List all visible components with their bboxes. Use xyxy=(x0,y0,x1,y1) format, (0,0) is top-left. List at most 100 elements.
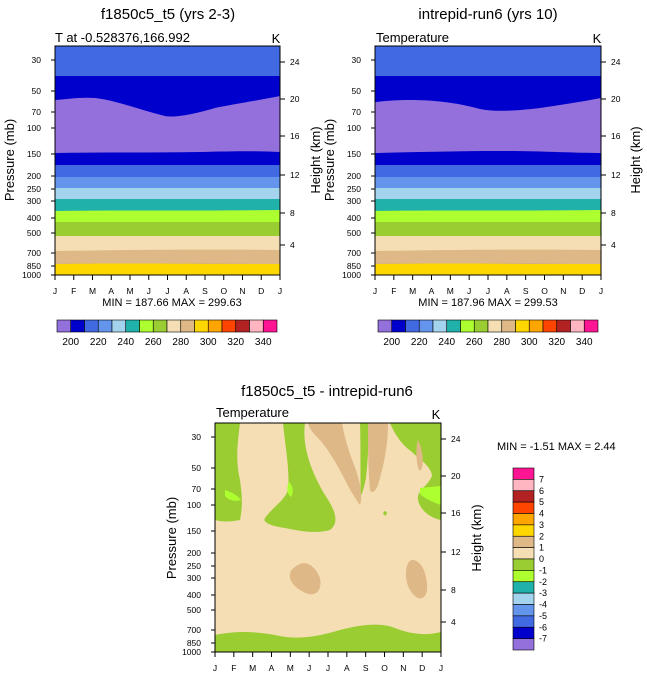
colorbar-swatch xyxy=(583,319,599,333)
month-tick-label: J xyxy=(307,663,311,673)
month-tick-label: S xyxy=(523,286,529,296)
height-tick-label: 8 xyxy=(451,585,456,595)
month-tick-label: J xyxy=(439,663,443,673)
colorbar-swatch xyxy=(512,513,535,526)
month-tick-label: J xyxy=(486,286,490,296)
panel-2-contours xyxy=(375,46,601,275)
month-tick-label: D xyxy=(258,286,264,296)
colorbar-label: 320 xyxy=(548,337,565,348)
colorbar-swatch xyxy=(235,319,250,333)
colorbar-swatch xyxy=(460,319,475,333)
colorbar-label: 300 xyxy=(521,337,538,348)
panel-2-left-label: Temperature xyxy=(376,30,449,45)
colorbar-swatch xyxy=(56,319,72,333)
colorbar-label: 260 xyxy=(466,337,483,348)
colorbar-swatch xyxy=(512,535,535,548)
month-tick-label: O xyxy=(541,286,548,296)
month-tick-label: N xyxy=(560,286,566,296)
colorbar-label: 240 xyxy=(438,337,455,348)
pressure-tick-label: 300 xyxy=(187,573,201,583)
height-tick-label: 20 xyxy=(290,94,300,104)
height-tick-label: 16 xyxy=(451,508,461,518)
pressure-tick-label: 700 xyxy=(347,248,361,258)
colorbar-label: 0 xyxy=(539,554,544,564)
colorbar-swatch xyxy=(512,558,535,571)
month-tick-label: F xyxy=(391,286,396,296)
month-tick-label: F xyxy=(231,663,236,673)
region-green-left xyxy=(215,423,242,522)
colorbar-swatch xyxy=(207,319,223,333)
band-royalblue-top xyxy=(55,46,280,76)
pressure-tick-label: 200 xyxy=(27,171,41,181)
colorbar-label: 300 xyxy=(200,337,217,348)
month-tick-label: M xyxy=(409,286,416,296)
height-tick-label: 20 xyxy=(611,94,621,104)
month-tick-label: D xyxy=(419,663,425,673)
band-cornflower xyxy=(375,177,601,189)
colorbar-label: -2 xyxy=(539,577,547,587)
panel-2: intrepid-run6 (yrs 10) Temperature K 30 5… xyxy=(322,6,643,348)
band-lightblue xyxy=(375,188,601,200)
colorbar-swatch xyxy=(512,479,535,492)
pressure-tick-label: 250 xyxy=(347,184,361,194)
height-tick-label: 24 xyxy=(451,434,461,444)
pressure-tick-label: 150 xyxy=(347,149,361,159)
region-lightgreen-1 xyxy=(287,482,293,497)
region-lightgreen-right xyxy=(420,486,441,505)
pressure-tick-label: 250 xyxy=(27,184,41,194)
colorbar-label: 4 xyxy=(539,509,544,519)
band-darkblue-lower xyxy=(375,151,601,166)
colorbar-label: 2 xyxy=(539,531,544,541)
colorbar-swatch xyxy=(194,319,209,333)
pressure-tick-label: 700 xyxy=(187,625,201,635)
month-tick-label: S xyxy=(363,663,369,673)
pressure-tick-label: 150 xyxy=(27,149,41,159)
month-tick-label: A xyxy=(429,286,435,296)
colorbar-swatch xyxy=(391,319,406,333)
colorbar-label: 6 xyxy=(539,486,544,496)
month-tick-label: N xyxy=(400,663,406,673)
month-tick-label: O xyxy=(220,286,227,296)
panel-2-ylabel-right: Height (km) xyxy=(628,126,643,193)
pressure-tick-label: 300 xyxy=(27,196,41,206)
month-tick-label: M xyxy=(126,286,133,296)
height-tick-label: 24 xyxy=(611,57,621,67)
pressure-tick-label: 50 xyxy=(352,86,362,96)
pressure-tick-label: 30 xyxy=(192,432,202,442)
colorbar-label: 220 xyxy=(411,337,428,348)
band-darkblue-lower xyxy=(55,151,280,166)
band-cornflower xyxy=(55,177,280,189)
height-tick-label: 20 xyxy=(451,471,461,481)
colorbar-swatch xyxy=(512,615,535,628)
pressure-tick-label: 200 xyxy=(347,171,361,181)
pressure-tick-label: 700 xyxy=(27,248,41,258)
region-tan-mid-left xyxy=(289,563,321,595)
colorbar-swatch xyxy=(501,319,516,333)
band-teal xyxy=(375,199,601,212)
pressure-tick-label: 50 xyxy=(192,463,202,473)
month-tick-label: M xyxy=(89,286,96,296)
month-tick-label: M xyxy=(249,663,256,673)
height-tick-label: 12 xyxy=(290,170,300,180)
panel-3-ylabel: Pressure (mb) xyxy=(164,497,179,579)
panel-3-ylabel-right: Height (km) xyxy=(469,504,484,571)
colorbar-swatch xyxy=(542,319,558,333)
colorbar-swatch xyxy=(512,626,535,639)
colorbar-swatch xyxy=(512,547,535,560)
month-tick-label: J xyxy=(467,286,471,296)
pressure-tick-label: 850 xyxy=(187,638,201,648)
colorbar-swatch xyxy=(97,319,113,333)
pressure-tick-label: 400 xyxy=(27,213,41,223)
panel-1-hlabels: 24 20 16 12 8 4 xyxy=(280,57,300,250)
colorbar-label: 1 xyxy=(539,543,544,553)
month-tick-label: D xyxy=(579,286,585,296)
colorbar-swatch xyxy=(139,319,154,333)
month-tick-label: O xyxy=(381,663,388,673)
panel-3-contours xyxy=(215,423,441,652)
colorbar-label: 7 xyxy=(539,474,544,484)
band-royalblue xyxy=(375,165,601,178)
band-lightgreen xyxy=(55,210,280,223)
panel-1-unit: K xyxy=(272,31,281,46)
